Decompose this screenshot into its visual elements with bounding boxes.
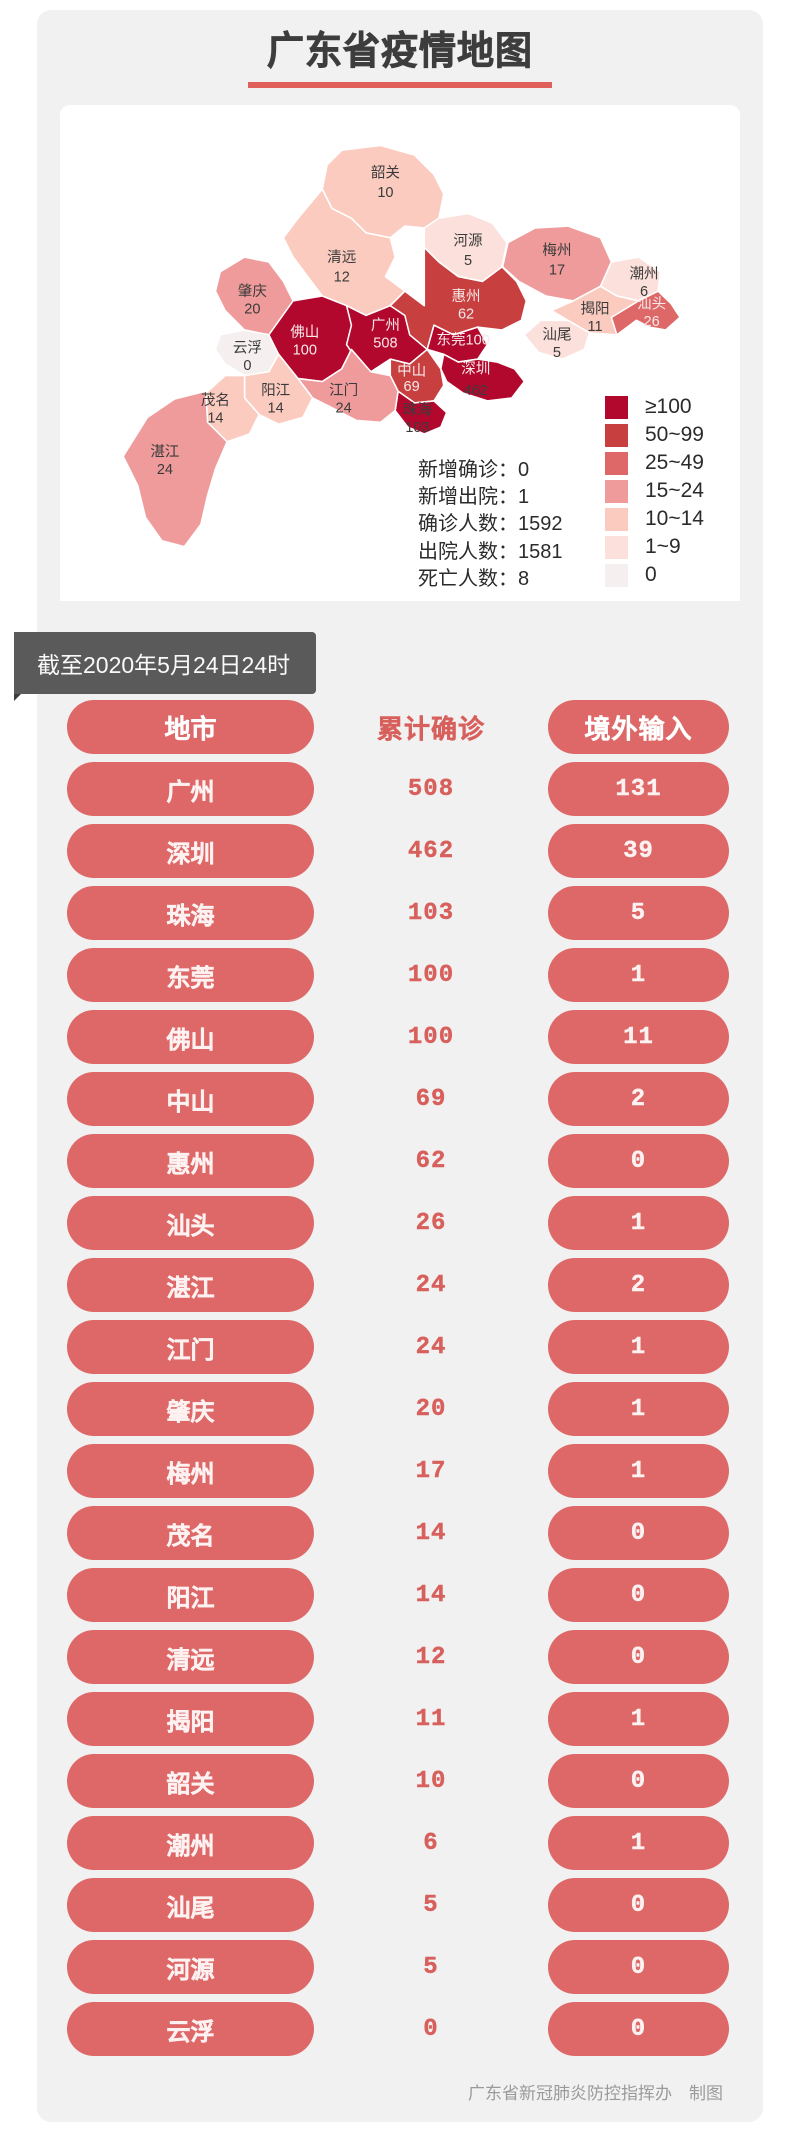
svg-text:佛山: 佛山 bbox=[290, 324, 319, 341]
svg-text:珠海: 珠海 bbox=[403, 402, 433, 419]
svg-text:湛江: 湛江 bbox=[150, 443, 179, 460]
svg-text:潮州: 潮州 bbox=[629, 266, 658, 283]
svg-text:广州: 广州 bbox=[371, 317, 400, 334]
svg-text:26: 26 bbox=[643, 314, 659, 330]
svg-text:中山: 中山 bbox=[397, 363, 426, 380]
svg-text:深圳: 深圳 bbox=[461, 361, 490, 378]
svg-text:惠州: 惠州 bbox=[451, 288, 480, 305]
svg-text:14: 14 bbox=[207, 410, 223, 426]
svg-text:17: 17 bbox=[549, 263, 565, 279]
svg-text:江门: 江门 bbox=[329, 382, 358, 399]
svg-text:韶关: 韶关 bbox=[371, 164, 400, 181]
svg-text:茂名: 茂名 bbox=[201, 392, 230, 409]
svg-text:24: 24 bbox=[336, 401, 352, 417]
svg-text:103: 103 bbox=[405, 420, 429, 436]
svg-text:20: 20 bbox=[244, 301, 260, 317]
svg-text:69: 69 bbox=[404, 379, 420, 395]
svg-text:5: 5 bbox=[464, 253, 472, 269]
svg-text:14: 14 bbox=[268, 401, 284, 417]
svg-text:汕尾: 汕尾 bbox=[542, 327, 571, 344]
svg-text:东莞100: 东莞100 bbox=[436, 332, 489, 349]
svg-text:100: 100 bbox=[293, 342, 317, 358]
svg-text:汕头: 汕头 bbox=[637, 296, 666, 313]
svg-text:肇庆: 肇庆 bbox=[238, 283, 268, 300]
svg-text:12: 12 bbox=[334, 269, 350, 285]
svg-text:62: 62 bbox=[458, 306, 474, 322]
svg-text:10: 10 bbox=[377, 185, 393, 201]
svg-text:清远: 清远 bbox=[327, 249, 357, 266]
svg-text:梅州: 梅州 bbox=[542, 242, 571, 259]
svg-text:11: 11 bbox=[588, 319, 603, 335]
svg-text:阳江: 阳江 bbox=[261, 382, 290, 399]
svg-text:0: 0 bbox=[243, 358, 251, 374]
svg-text:河源: 河源 bbox=[453, 232, 483, 249]
svg-text:24: 24 bbox=[157, 462, 173, 478]
svg-text:462: 462 bbox=[464, 383, 488, 399]
svg-text:揭阳: 揭阳 bbox=[580, 300, 609, 317]
svg-text:云浮: 云浮 bbox=[233, 339, 262, 356]
svg-text:508: 508 bbox=[373, 335, 397, 351]
svg-text:5: 5 bbox=[553, 345, 561, 361]
